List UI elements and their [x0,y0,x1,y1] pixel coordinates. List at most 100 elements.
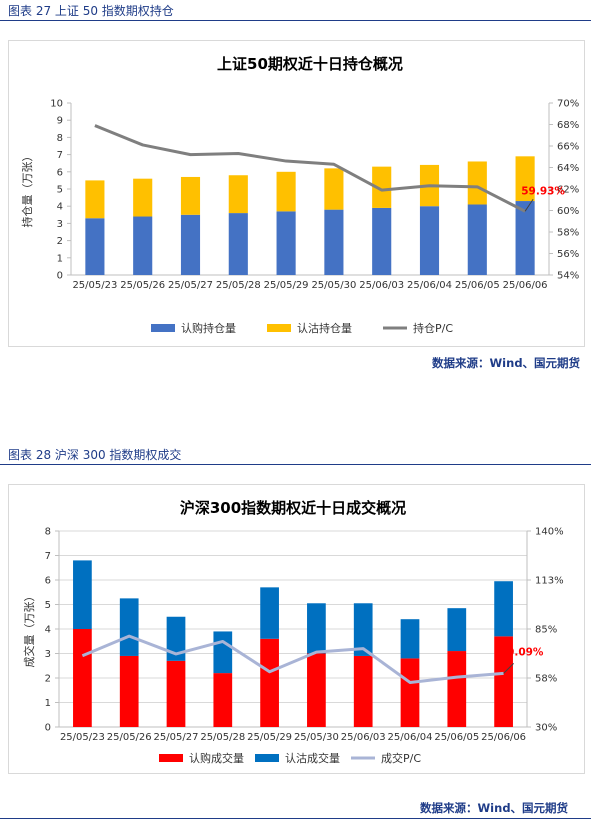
bar-call-volume [353,655,373,727]
x-tick-label: 25/05/26 [107,732,152,743]
right-tick-label: 62% [557,185,579,196]
x-tick-label: 25/05/23 [60,732,105,743]
legend-call-label: 认购成交量 [189,751,244,765]
bar-put-volume [213,631,233,674]
volume-chart: 沪深300指数期权近十日成交概况 0 1 2 3 4 5 6 7 8 30% 58% 85% 113% 14… [22,499,564,765]
bar-put-volume [260,587,279,639]
right-tick-label: 70% [557,99,579,110]
bar-put-holdings [372,166,392,208]
bar-call-holdings [419,206,440,275]
right-tick-label: 56% [557,249,579,260]
left-tick-label: 4 [45,625,51,636]
x-tick-label: 25/05/26 [120,280,165,291]
bar-put-holdings [228,175,248,214]
right-tick-label: 60% [557,206,579,217]
bar-call-volume [260,638,279,727]
legend-put-label: 认沽持仓量 [297,321,352,335]
left-tick-label: 4 [57,202,63,213]
bar-put-volume [353,603,373,656]
bar-call-volume [73,629,92,727]
bar-call-volume [119,655,139,727]
caption-rule [0,20,591,21]
x-tick-label: 25/06/04 [388,732,433,743]
left-tick-label: 1 [45,698,51,709]
left-tick-label: 5 [57,185,63,196]
right-tick-label: 140% [535,527,564,538]
bar-put-volume [166,616,186,661]
right-tick-label: 66% [557,142,579,153]
x-tick-label: 25/05/30 [311,280,356,291]
x-tick-label: 25/06/06 [503,280,548,291]
annotation-leader [524,198,534,212]
left-tick-label: 7 [57,150,63,161]
left-tick-label: 8 [45,527,51,538]
bar-call-volume [307,653,326,727]
left-tick-label: 8 [57,133,63,144]
left-tick-label: 2 [57,236,63,247]
y-axis-label: 持仓量（万张） [20,151,34,228]
legend-put-swatch [267,324,291,332]
pc-ratio-line [81,634,504,684]
figure-caption-27: 图表 27 上证 50 指数期权持仓 [8,4,174,18]
left-tick-label: 0 [45,723,51,734]
x-tick-label: 25/05/27 [154,732,199,743]
bar-call-volume [447,651,467,727]
left-tick-label: 2 [45,674,51,685]
x-tick-label: 25/06/05 [434,732,479,743]
chart-title: 上证50期权近十日持仓概况 [217,55,403,73]
left-tick-label: 6 [45,576,51,587]
y-axis-label: 成交量（万张） [22,591,36,668]
x-tick-label: 25/06/03 [341,732,386,743]
legend-pc-label: 持仓P/C [413,321,453,335]
bar-put-holdings [180,176,201,215]
bar-put-volume [494,581,513,637]
bar-put-volume [400,619,420,659]
pc-ratio-line [94,124,526,213]
left-tick-label: 10 [50,99,63,110]
bar-put-holdings [324,168,344,210]
x-tick-label: 25/05/23 [72,280,117,291]
bar-call-volume [494,636,513,727]
bar-call-volume [213,673,233,727]
bar-call-holdings [515,201,535,275]
right-tick-label: 85% [535,625,557,636]
left-tick-label: 7 [45,551,51,562]
right-tick-label: 68% [557,120,579,131]
legend-pc-label: 成交P/C [381,751,421,765]
figure-caption-28: 图表 28 沪深 300 指数期权成交 [8,448,182,462]
right-tick-label: 58% [557,228,579,239]
data-source-27: 数据来源：Wind、国元期货 [432,356,581,370]
bar-put-volume [307,603,326,654]
right-tick-label: 54% [557,271,579,282]
data-source-28: 数据来源：Wind、国元期货 [420,801,569,815]
left-tick-label: 1 [57,253,63,264]
right-tick-label: 58% [535,674,557,685]
x-tick-label: 25/06/05 [455,280,500,291]
bar-call-holdings [372,207,392,275]
x-tick-label: 25/05/30 [294,732,339,743]
x-tick-label: 25/05/28 [200,732,245,743]
right-tick-label: 113% [535,576,564,587]
bar-call-holdings [180,214,201,275]
left-tick-label: 6 [57,167,63,178]
annotation-label: 59.93% [521,185,565,197]
legend-put-swatch [255,754,279,762]
bar-call-holdings [324,209,344,275]
bar-put-holdings [133,178,153,217]
left-tick-label: 5 [45,600,51,611]
bar-call-holdings [276,211,296,275]
chart-panel-volume: 沪深300指数期权近十日成交概况 0 1 2 3 4 5 6 7 8 30% 58% 85% 113% 14… [8,484,585,774]
x-tick-label: 25/05/29 [264,280,309,291]
bar-put-volume [119,598,139,656]
x-tick-label: 25/06/04 [407,280,452,291]
bar-put-holdings [467,161,487,205]
bar-call-volume [400,658,420,727]
legend-call-swatch [151,324,175,332]
bar-put-volume [73,560,92,629]
x-tick-label: 25/05/29 [247,732,292,743]
bar-put-holdings [85,180,105,219]
annotation-leader [503,663,514,674]
right-tick-label: 30% [535,723,557,734]
x-tick-label: 25/06/03 [359,280,404,291]
bar-put-holdings [515,156,535,202]
